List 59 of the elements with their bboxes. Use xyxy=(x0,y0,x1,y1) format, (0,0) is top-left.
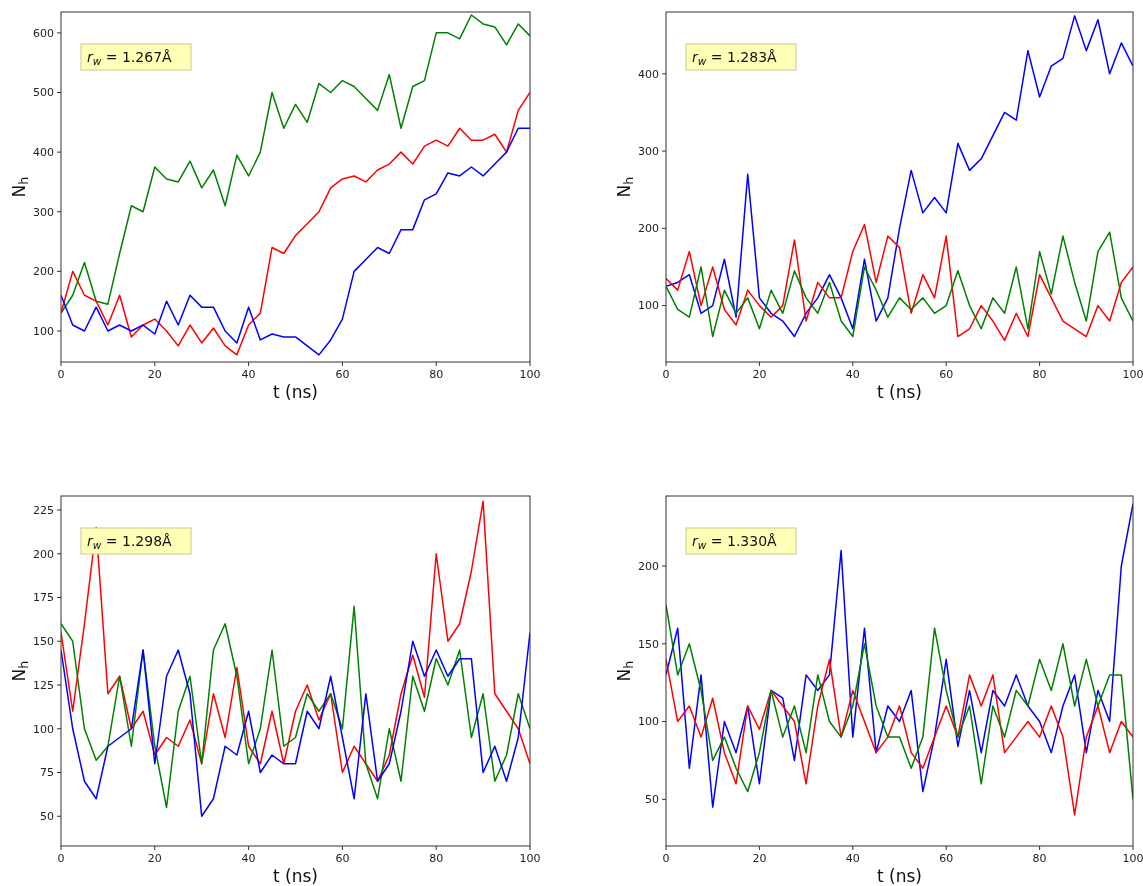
y-tick-label: 400 xyxy=(638,67,659,81)
x-tick-label: 0 xyxy=(662,852,670,865)
x-tick-label: 40 xyxy=(845,368,860,381)
annotation: r$_{w}$ = 1.283Å xyxy=(692,49,778,67)
y-tick-label: 100 xyxy=(33,324,54,338)
y-tick-label: 200 xyxy=(33,265,54,279)
x-tick-label: 40 xyxy=(241,852,256,865)
x-tick-label: 60 xyxy=(939,368,954,381)
x-axis-title: t (ns) xyxy=(877,866,922,886)
y-tick-label: 50 xyxy=(645,793,659,807)
x-tick-label: 100 xyxy=(519,852,541,865)
y-tick-label: 225 xyxy=(33,503,54,517)
annotation: r$_{w}$ = 1.267Å xyxy=(87,49,173,67)
x-axis-title: t (ns) xyxy=(273,382,318,402)
x-tick-label: 60 xyxy=(335,368,350,381)
x-tick-label: 80 xyxy=(1032,368,1047,381)
y-tick-label: 300 xyxy=(638,144,659,158)
x-tick-label: 20 xyxy=(752,368,767,381)
x-tick-label: 80 xyxy=(429,852,444,865)
x-tick-label: 0 xyxy=(57,368,65,381)
x-tick-label: 60 xyxy=(335,852,350,865)
x-tick-label: 40 xyxy=(241,368,256,381)
y-tick-label: 300 xyxy=(33,205,54,219)
x-tick-label: 100 xyxy=(519,368,541,381)
y-tick-label: 200 xyxy=(638,559,659,573)
annotation: r$_{w}$ = 1.298Å xyxy=(87,533,173,551)
y-tick-label: 125 xyxy=(33,678,54,692)
x-axis-title: t (ns) xyxy=(273,866,318,886)
y-tick-label: 175 xyxy=(33,591,54,605)
y-tick-label: 600 xyxy=(33,26,54,40)
y-tick-label: 100 xyxy=(638,715,659,729)
line-series xyxy=(666,15,1133,338)
y-tick-label: 100 xyxy=(638,299,659,313)
y-tick-label: 400 xyxy=(33,145,54,159)
x-tick-label: 80 xyxy=(429,368,444,381)
x-tick-label: 20 xyxy=(752,852,767,865)
x-tick-label: 80 xyxy=(1032,852,1047,865)
y-tick-label: 200 xyxy=(33,547,54,561)
x-tick-label: 20 xyxy=(147,852,162,865)
y-tick-label: 75 xyxy=(40,766,54,780)
x-tick-label: 100 xyxy=(1122,368,1143,381)
line-series xyxy=(61,14,530,314)
y-tick-label: 150 xyxy=(33,635,54,649)
y-tick-label: 500 xyxy=(33,86,54,100)
annotation: r$_{w}$ = 1.330Å xyxy=(692,533,778,551)
x-tick-label: 40 xyxy=(845,852,860,865)
line-series xyxy=(61,500,530,782)
x-tick-label: 0 xyxy=(57,852,65,865)
x-tick-label: 60 xyxy=(939,852,954,865)
line-series xyxy=(666,658,1133,816)
x-tick-label: 20 xyxy=(147,368,162,381)
y-tick-label: 150 xyxy=(638,637,659,651)
line-series xyxy=(61,605,530,809)
x-axis-title: t (ns) xyxy=(877,382,922,402)
x-tick-label: 100 xyxy=(1122,852,1143,865)
y-tick-label: 50 xyxy=(40,810,54,824)
y-tick-label: 200 xyxy=(638,222,659,236)
y-tick-label: 100 xyxy=(33,722,54,736)
x-tick-label: 0 xyxy=(662,368,670,381)
